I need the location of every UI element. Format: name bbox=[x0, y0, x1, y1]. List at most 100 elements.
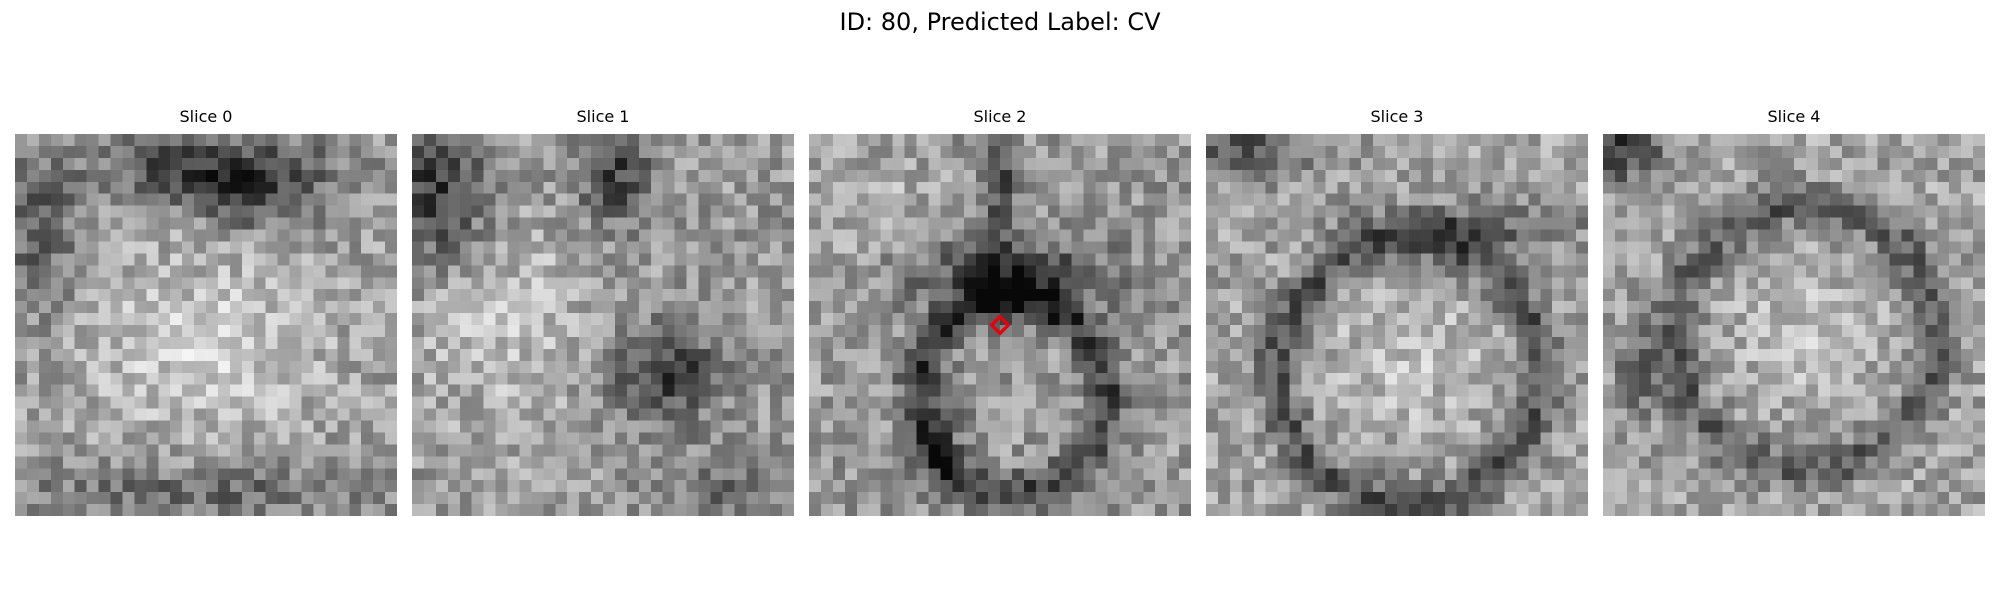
pixel bbox=[1361, 145, 1374, 159]
pixel bbox=[1011, 205, 1025, 218]
pixel bbox=[122, 325, 135, 338]
pixel bbox=[1901, 444, 1914, 457]
pixel bbox=[614, 396, 628, 409]
pixel bbox=[361, 480, 374, 493]
pixel bbox=[940, 348, 953, 362]
pixel bbox=[1504, 169, 1517, 182]
pixel bbox=[940, 456, 953, 469]
pixel bbox=[1722, 325, 1735, 338]
pixel bbox=[229, 468, 243, 481]
pixel bbox=[1373, 289, 1386, 302]
pixel bbox=[1492, 504, 1505, 516]
pixel bbox=[337, 181, 350, 194]
pixel bbox=[1155, 134, 1168, 147]
pixel bbox=[591, 492, 604, 505]
pixel bbox=[626, 360, 640, 373]
pixel bbox=[1095, 181, 1108, 194]
pixel bbox=[662, 134, 675, 147]
pixel bbox=[1722, 145, 1735, 159]
pixel bbox=[483, 348, 496, 362]
pixel bbox=[1889, 408, 1902, 421]
pixel bbox=[110, 301, 123, 314]
pixel bbox=[1035, 432, 1048, 445]
pixel bbox=[1143, 229, 1156, 242]
pixel bbox=[1492, 145, 1505, 159]
pixel bbox=[412, 253, 425, 266]
pixel bbox=[880, 145, 893, 159]
pixel bbox=[1698, 301, 1711, 314]
pixel bbox=[1805, 241, 1819, 254]
pixel bbox=[1059, 420, 1072, 433]
pixel bbox=[892, 289, 905, 302]
pixel bbox=[459, 134, 472, 147]
pixel bbox=[952, 384, 965, 397]
pixel bbox=[1746, 372, 1759, 385]
pixel bbox=[1614, 432, 1628, 445]
pixel bbox=[964, 134, 977, 147]
pixel bbox=[904, 504, 917, 516]
pixel bbox=[782, 289, 794, 302]
pixel bbox=[1961, 396, 1974, 409]
pixel bbox=[1734, 420, 1747, 433]
pixel bbox=[170, 384, 183, 397]
pixel bbox=[289, 229, 302, 242]
pixel bbox=[1385, 134, 1398, 147]
pixel bbox=[507, 277, 520, 290]
pixel bbox=[1925, 169, 1938, 182]
pixel bbox=[1650, 420, 1663, 433]
pixel bbox=[844, 325, 857, 338]
pixel bbox=[1349, 145, 1362, 159]
pixel bbox=[1179, 325, 1191, 338]
pixel bbox=[1289, 336, 1302, 350]
pixel bbox=[614, 277, 628, 290]
pixel bbox=[1023, 229, 1037, 242]
pixel bbox=[543, 372, 556, 385]
pixel bbox=[952, 193, 965, 206]
pixel bbox=[1408, 336, 1422, 350]
pixel bbox=[495, 504, 508, 516]
pixel bbox=[265, 301, 278, 314]
pixel bbox=[1638, 444, 1651, 457]
pixel bbox=[1603, 384, 1616, 397]
pixel bbox=[1155, 432, 1168, 445]
pixel bbox=[1059, 432, 1072, 445]
pixel bbox=[1265, 504, 1278, 516]
pixel bbox=[1829, 301, 1842, 314]
pixel bbox=[1047, 289, 1060, 302]
pixel bbox=[423, 348, 437, 362]
pixel bbox=[1229, 145, 1243, 159]
pixel bbox=[662, 301, 675, 314]
pixel bbox=[289, 169, 302, 182]
pixel bbox=[1253, 372, 1266, 385]
pixel bbox=[638, 277, 651, 290]
pixel bbox=[1504, 277, 1517, 290]
pixel bbox=[170, 289, 183, 302]
pixel bbox=[483, 181, 496, 194]
pixel bbox=[459, 253, 472, 266]
pixel bbox=[1698, 336, 1711, 350]
pixel bbox=[662, 157, 675, 171]
pixel bbox=[1468, 492, 1481, 505]
pixel bbox=[483, 134, 496, 147]
pixel bbox=[1710, 193, 1723, 206]
pixel bbox=[1528, 301, 1541, 314]
pixel bbox=[674, 468, 687, 481]
pixel bbox=[423, 265, 437, 278]
pixel bbox=[928, 372, 941, 385]
pixel bbox=[1973, 420, 1985, 433]
pixel bbox=[1925, 205, 1938, 218]
pixel bbox=[567, 181, 580, 194]
pixel bbox=[86, 169, 99, 182]
pixel bbox=[710, 253, 723, 266]
pixel bbox=[722, 217, 735, 230]
pixel bbox=[1576, 372, 1588, 385]
pixel bbox=[1877, 313, 1890, 326]
pixel bbox=[447, 289, 460, 302]
pixel bbox=[1734, 325, 1747, 338]
pixel bbox=[1385, 157, 1398, 171]
pixel bbox=[1686, 157, 1699, 171]
pixel bbox=[844, 145, 857, 159]
pixel bbox=[976, 217, 989, 230]
pixel bbox=[1794, 289, 1807, 302]
pixel bbox=[844, 313, 857, 326]
